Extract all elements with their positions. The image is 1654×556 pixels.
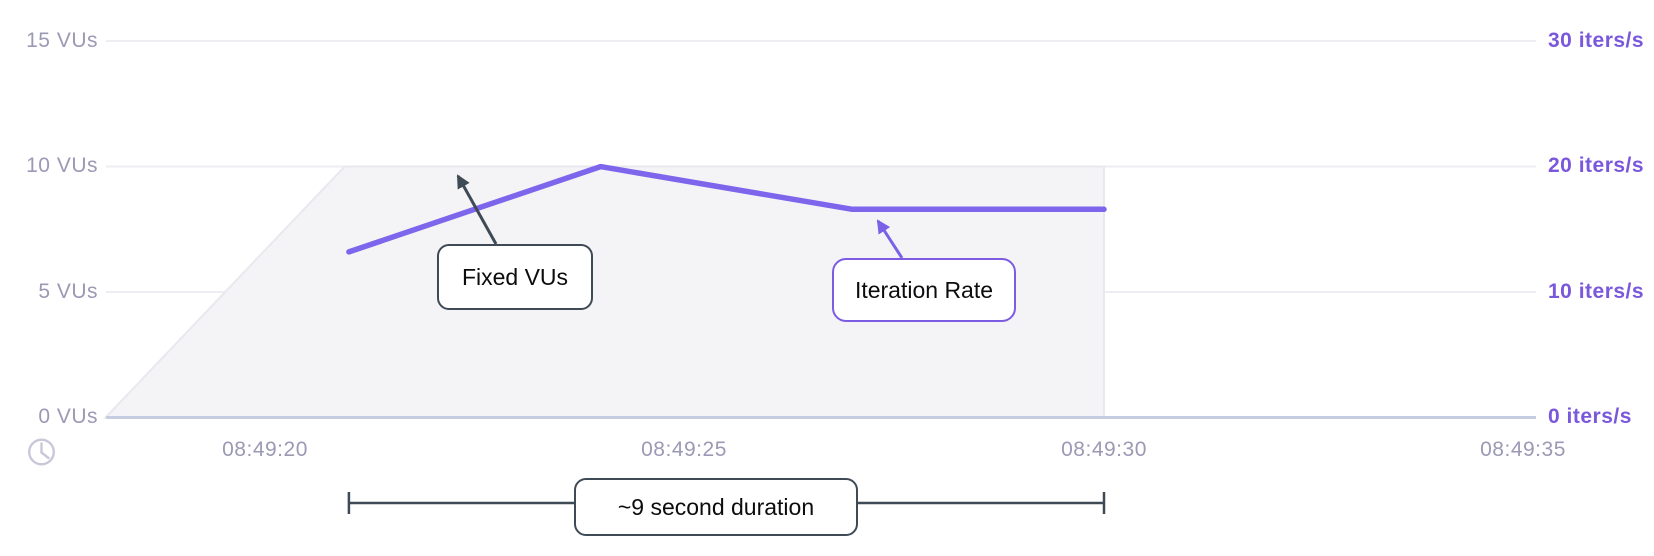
fixed-vus-arrow (456, 174, 498, 245)
x-axis-tick-084935: 08:49:35 (1480, 438, 1566, 461)
fixed-vus-callout: Fixed VUs (437, 244, 593, 310)
iteration-rate-arrow (876, 219, 904, 259)
duration-callout: ~9 second duration (574, 478, 858, 536)
clock-icon (28, 438, 56, 466)
fixed-vus-callout-label: Fixed VUs (461, 263, 569, 290)
iteration-rate-callout: Iteration Rate (832, 258, 1016, 322)
left-axis-tick-10vus: 10 VUs (26, 154, 98, 177)
left-axis-tick-0vus: 0 VUs (38, 405, 98, 428)
right-axis-tick-30iters: 30 iters/s (1548, 29, 1645, 52)
left-axis-tick-15vus: 15 VUs (26, 29, 98, 52)
x-axis-tick-084920: 08:49:20 (222, 438, 308, 461)
iteration-rate-line (346, 163, 1107, 255)
right-axis-tick-0iters: 0 iters/s (1548, 405, 1632, 428)
x-axis-tick-084930: 08:49:30 (1061, 438, 1147, 461)
left-axis-tick-5vus: 5 VUs (38, 280, 98, 303)
right-axis-tick-10iters: 10 iters/s (1548, 280, 1645, 303)
iteration-rate-callout-label: Iteration Rate (854, 276, 994, 303)
duration-callout-label: ~9 second duration (617, 493, 815, 520)
right-axis-tick-20iters: 20 iters/s (1548, 154, 1645, 177)
x-axis-tick-084925: 08:49:25 (641, 438, 727, 461)
